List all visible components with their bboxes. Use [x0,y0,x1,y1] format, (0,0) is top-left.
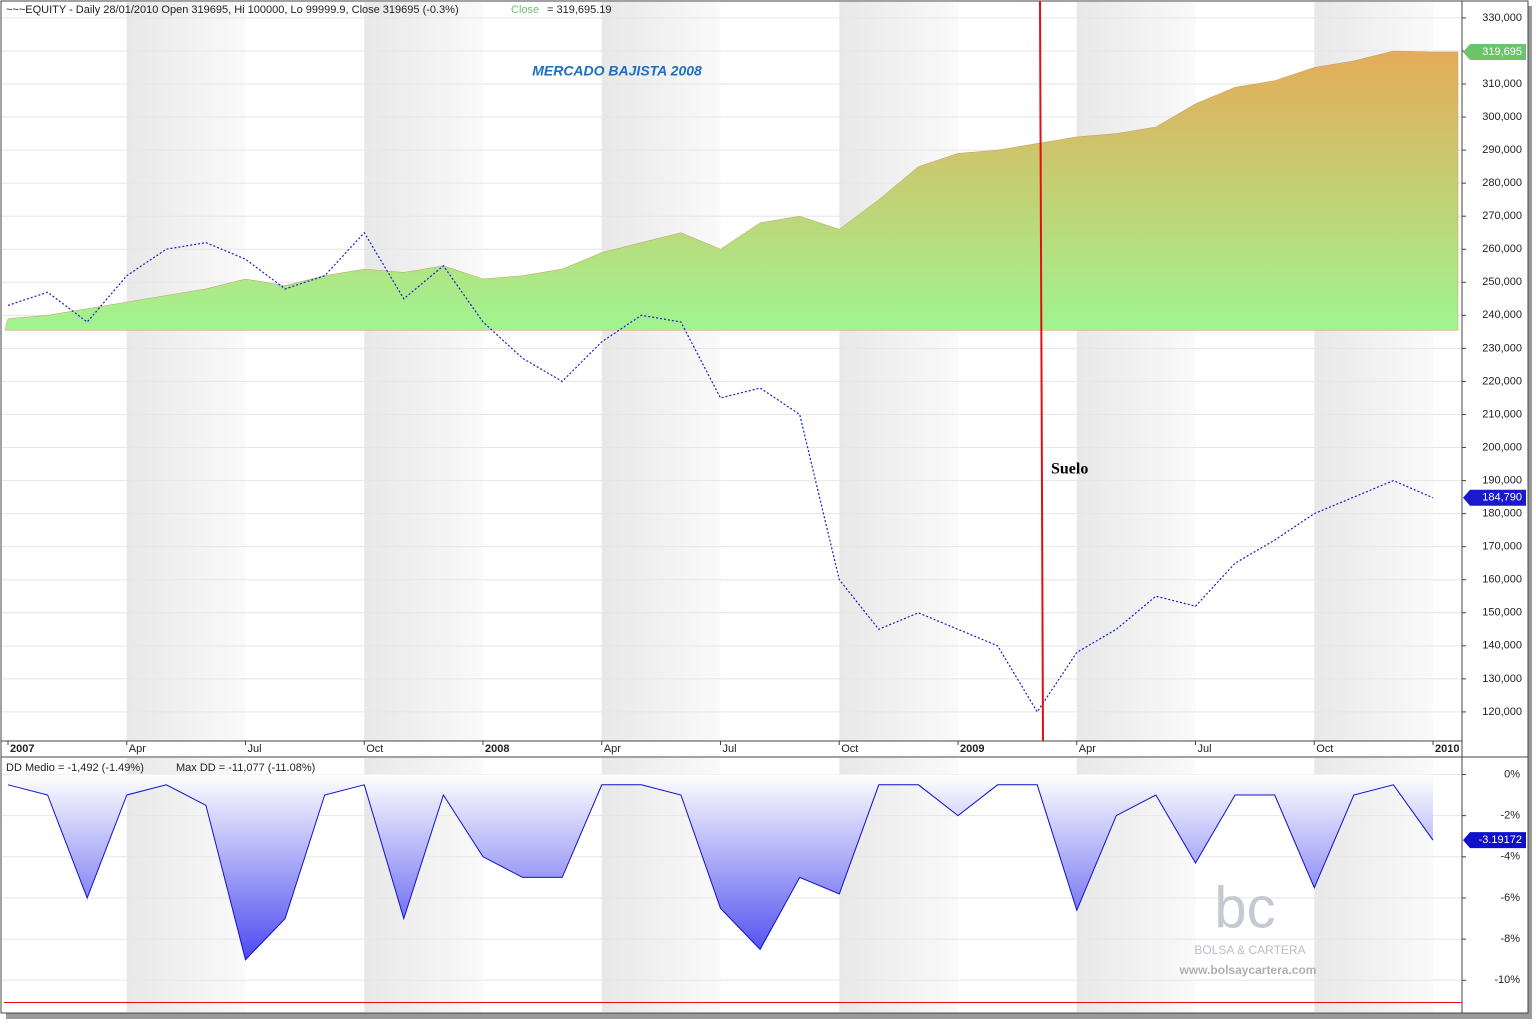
y2-tick-label: 0% [1504,768,1520,780]
bottom-marker-line [1039,0,1044,742]
y2-tick-label: -4% [1500,851,1520,863]
x-tick-label: Jul [1198,743,1212,755]
y-tick-label: 230,000 [1482,342,1522,354]
y-tick-label: 290,000 [1482,144,1522,156]
y-tick-label: 190,000 [1482,474,1522,486]
last-value-label: 319,695 [1482,46,1522,58]
last-value-label: -3.19172 [1479,834,1522,846]
last-value-tag [1463,832,1526,849]
x-tick-label: 2009 [960,743,984,755]
y-tick-label: 160,000 [1482,574,1522,586]
y-tick-label: 330,000 [1482,12,1522,24]
last-value-label: 184,790 [1482,492,1522,504]
equity-area [4,50,1459,331]
y2-tick-label: -10% [1494,974,1520,986]
y-tick-label: 280,000 [1482,177,1522,189]
watermark-name: BOLSA & CARTERA [1194,943,1305,957]
y-tick-label: 130,000 [1482,673,1522,685]
header: ~~~EQUITY - Daily 28/01/2010 Open 319695… [6,4,459,16]
y2-tick-label: -8% [1500,933,1520,945]
stripe [126,2,246,741]
y-tick-label: 170,000 [1482,541,1522,553]
y-tick-label: 140,000 [1482,640,1522,652]
y2-tick-label: -6% [1500,892,1520,904]
lower-header: DD Medio = -1,492 (-1.49%) [6,762,144,774]
x-tick-label: Apr [1079,743,1096,755]
plot [4,50,1462,1003]
lower-header-max: Max DD = -11,077 (-11.08%) [176,762,315,774]
watermark-logo: bc [1214,875,1275,940]
watermark-url: www.bolsaycartera.com [1179,963,1317,977]
x-tick-label: Jul [248,743,262,755]
y-tick-label: 220,000 [1482,375,1522,387]
y-tick-label: 180,000 [1482,508,1522,520]
y-tick-label: 250,000 [1482,276,1522,288]
y-tick-label: 260,000 [1482,243,1522,255]
x-tick-label: Jul [723,743,737,755]
stripe [1076,2,1196,741]
y-tick-label: 120,000 [1482,706,1522,718]
header-close-value: = 319,695.19 [547,4,612,16]
stripe [839,2,958,741]
x-tick-label: Oct [1316,743,1333,755]
chart-title: MERCADO BAJISTA 2008 [532,63,702,79]
index-line [7,231,1434,714]
x-tick-label: 2008 [485,743,509,755]
x-tick-label: Oct [841,743,858,755]
y-tick-label: 240,000 [1482,309,1522,321]
drawdown-area [8,774,1433,960]
y-tick-label: 300,000 [1482,111,1522,123]
annotation: Suelo [1051,461,1088,478]
y-tick-label: 270,000 [1482,210,1522,222]
x-tick-label: 2007 [10,743,34,755]
x-tick-label: Apr [604,743,621,755]
x-tick-label: 2010 [1435,743,1459,755]
y-tick-label: 210,000 [1482,408,1522,420]
last-value-tag [1463,489,1526,506]
y2-tick-label: -2% [1500,810,1520,822]
x-tick-label: Oct [366,743,383,755]
drawdown-line [7,784,1434,961]
stripe [601,2,721,741]
last-value-tag [1463,43,1526,60]
y-tick-label: 200,000 [1482,441,1522,453]
header-close-label: Close [511,4,539,16]
stripe [364,2,483,741]
y-tick-label: 310,000 [1482,78,1522,90]
x-tick-label: Apr [129,743,146,755]
y-tick-label: 150,000 [1482,607,1522,619]
